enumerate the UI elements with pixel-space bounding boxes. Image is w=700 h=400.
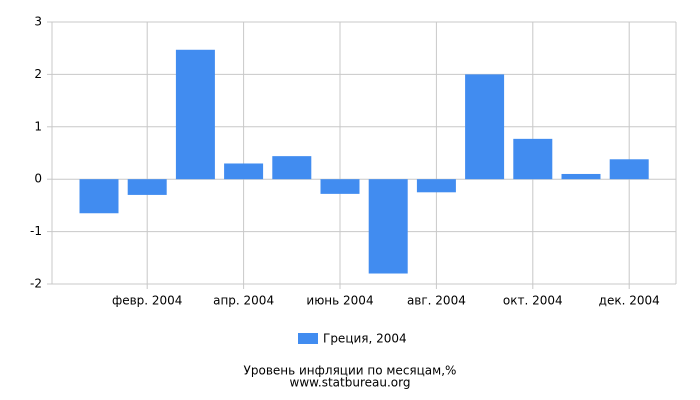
y-tick-label: 3: [34, 15, 42, 29]
chart-title: Уровень инфляции по месяцам,%: [244, 364, 457, 378]
bar: [127, 179, 167, 195]
y-tick-label: -2: [30, 277, 42, 291]
y-tick-label: 1: [34, 119, 42, 133]
bar: [272, 156, 312, 180]
legend-swatch: [298, 333, 318, 344]
x-tick-label: февр. 2004: [112, 294, 183, 308]
bar: [561, 173, 601, 180]
x-tick-label: апр. 2004: [213, 294, 274, 308]
x-tick-label: окт. 2004: [503, 294, 563, 308]
x-tick-label: июнь 2004: [306, 294, 373, 308]
bar: [320, 179, 360, 194]
y-tick-label: 2: [34, 67, 42, 81]
x-tick-label: дек. 2004: [599, 294, 660, 308]
bar: [224, 163, 264, 180]
bar: [513, 138, 553, 180]
bar: [465, 74, 505, 180]
bar: [368, 179, 408, 274]
y-tick-label: 0: [34, 172, 42, 186]
y-tick-label: -1: [30, 224, 42, 238]
bar: [79, 179, 119, 214]
legend-label: Греция, 2004: [323, 332, 407, 346]
chart-source: www.statbureau.org: [290, 376, 411, 390]
x-tick-label: авг. 2004: [407, 294, 466, 308]
bar: [175, 49, 215, 180]
bar: [609, 159, 649, 180]
bar: [416, 179, 456, 193]
